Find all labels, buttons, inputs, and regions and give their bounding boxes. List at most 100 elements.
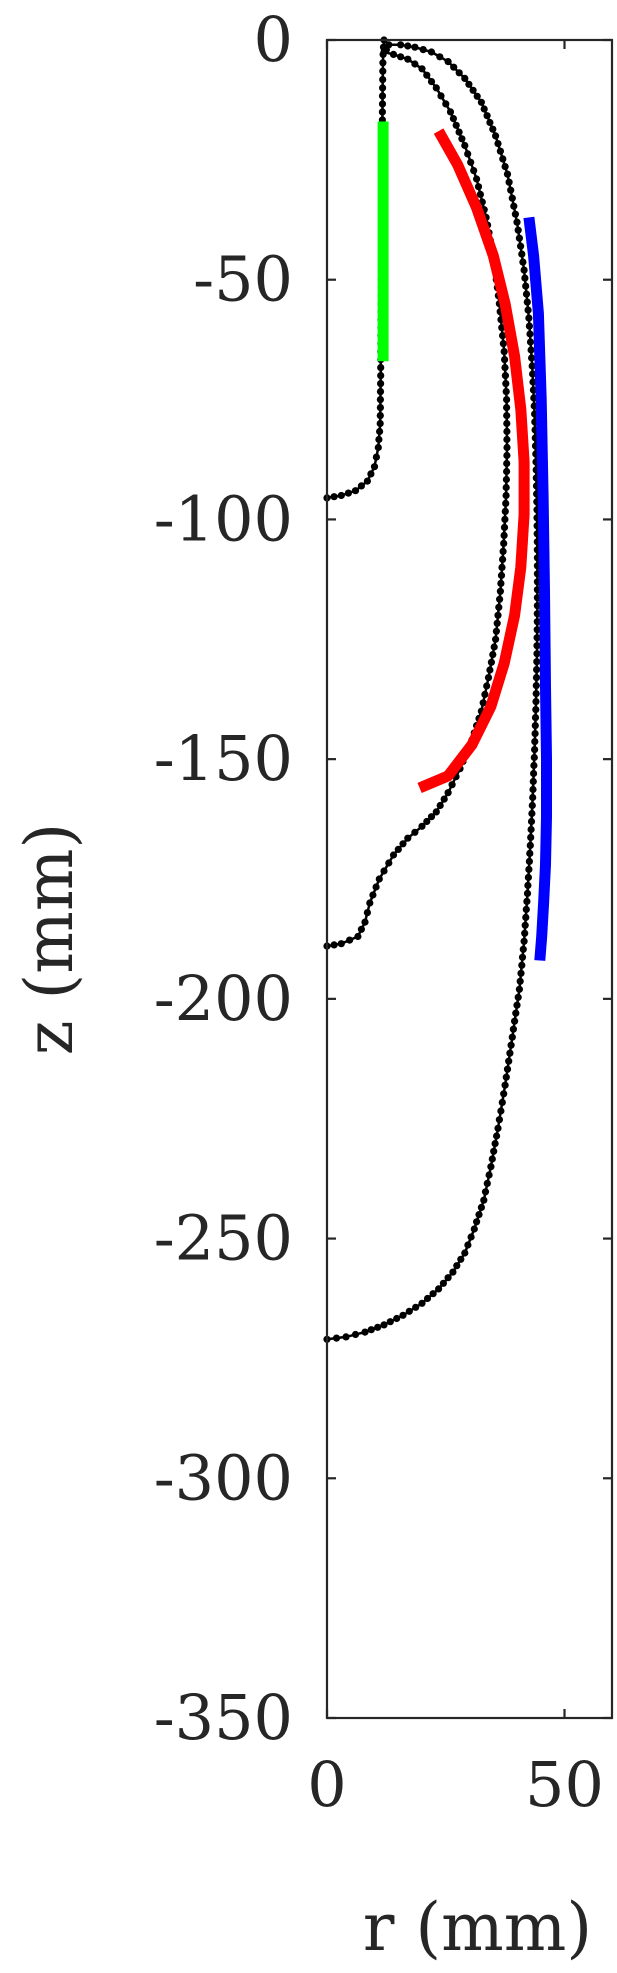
series-point [491, 1140, 499, 1148]
series-point [533, 626, 541, 634]
series-point [494, 140, 502, 148]
series-point [457, 1255, 465, 1263]
series-point [374, 443, 382, 452]
series-point [520, 266, 528, 274]
series-point [363, 477, 371, 485]
series-point [370, 463, 379, 471]
series-point [419, 46, 427, 54]
series-point [397, 41, 405, 49]
series-point [524, 881, 532, 890]
x-axis-label: r (mm) [363, 1889, 592, 1966]
series-point [389, 851, 398, 859]
series-point [529, 793, 537, 802]
series-point [473, 175, 481, 183]
series-point [377, 372, 385, 380]
series-point [483, 1179, 491, 1187]
series-point [380, 867, 388, 875]
series-point [523, 298, 531, 306]
series-point [442, 100, 450, 108]
series-point [389, 50, 398, 59]
series-point [529, 378, 537, 386]
series-point [481, 690, 489, 699]
series-point [502, 499, 510, 507]
series-point [495, 603, 503, 611]
series-point [528, 362, 536, 370]
series-point [531, 730, 539, 738]
series-point [411, 43, 419, 51]
series-point [465, 80, 473, 88]
series-point [513, 1001, 521, 1009]
series-point [527, 825, 535, 834]
series-point [503, 427, 511, 436]
series-point [479, 699, 487, 707]
series-point [488, 1155, 496, 1163]
series-point [330, 493, 338, 501]
series-point [484, 674, 493, 682]
series-point [427, 78, 436, 86]
series-point [532, 682, 540, 690]
series-point [532, 674, 541, 682]
series-point [461, 74, 469, 82]
series-point [501, 1081, 509, 1089]
series-point [522, 282, 530, 290]
x-tick-label: 50 [525, 1748, 604, 1821]
series-point [503, 396, 511, 404]
series-point [531, 714, 540, 722]
series-point [525, 857, 534, 866]
series-point [455, 69, 463, 77]
series-point [449, 115, 457, 123]
series-point [522, 913, 530, 922]
series-point [521, 921, 529, 929]
series-point [372, 883, 380, 891]
series-point [501, 372, 509, 380]
series-point [515, 985, 524, 993]
series-point [532, 698, 540, 706]
series-point [379, 67, 387, 75]
series-point [497, 571, 506, 580]
series-point [528, 801, 536, 810]
series-point [511, 210, 519, 218]
series-point [448, 781, 456, 789]
series-6-line [523, 216, 552, 961]
series-point [492, 635, 500, 643]
series-point [379, 76, 387, 84]
series-point [477, 1203, 485, 1211]
series-point [490, 1147, 498, 1155]
series-point [510, 1017, 519, 1025]
series-point [487, 1163, 495, 1171]
series-point [529, 386, 538, 394]
series-point [526, 338, 535, 346]
series-point [525, 865, 533, 874]
series-point [427, 48, 436, 56]
series-point [499, 155, 507, 163]
series-point [418, 822, 426, 830]
series-point [337, 940, 345, 948]
series-point [505, 178, 513, 186]
series-point [473, 92, 481, 100]
series-point [500, 539, 508, 548]
series-point [423, 1294, 432, 1303]
series-point [376, 427, 384, 436]
series-point [492, 132, 500, 140]
series-point [532, 690, 540, 698]
series-point [518, 961, 526, 969]
series-point [464, 1241, 472, 1249]
series-point [497, 1107, 505, 1115]
series-point [523, 889, 532, 898]
series-point [379, 84, 387, 92]
series-point [385, 41, 393, 49]
series-point [496, 595, 504, 603]
series-point [481, 1188, 490, 1196]
series-point [525, 322, 534, 330]
series-point [502, 388, 510, 396]
series-point [507, 1041, 515, 1049]
series-point [489, 125, 497, 133]
series-point [502, 491, 510, 500]
series-point [486, 666, 494, 674]
series-point [444, 789, 452, 797]
series-point [503, 404, 511, 412]
series-point [507, 186, 515, 194]
series-point [501, 356, 509, 364]
series-layer [323, 36, 552, 1343]
